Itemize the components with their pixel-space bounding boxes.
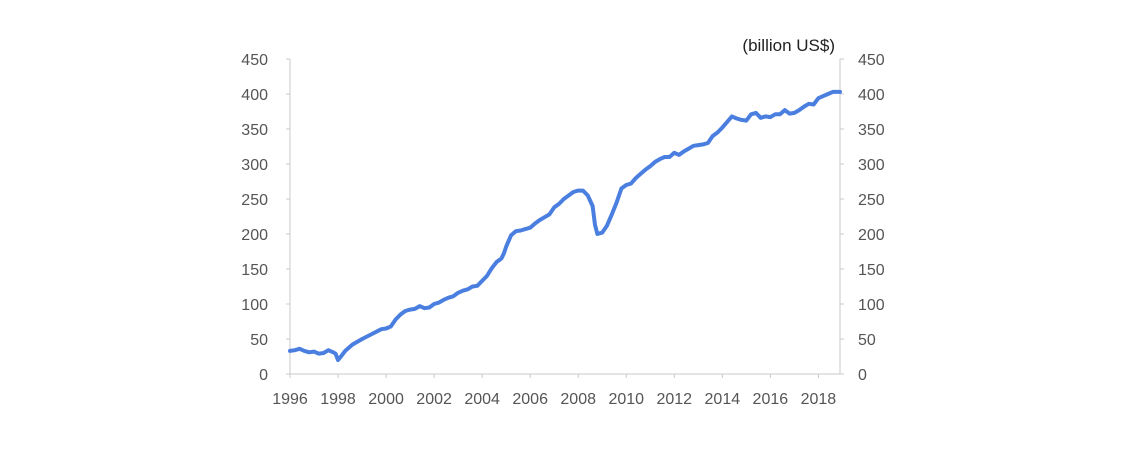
x-tick-label: 2006 (512, 391, 548, 408)
x-tick-label: 2016 (753, 391, 789, 408)
axes: 0 0 50 50 100 100 150 150 200 200 250 250 300 300 350 3… (241, 52, 885, 408)
series-line (288, 89, 842, 362)
y-tick-label-left: 150 (241, 262, 268, 279)
y-tick-label-right: 350 (858, 122, 885, 139)
y-tick-label-right: 450 (858, 52, 885, 69)
x-tick-label: 2018 (801, 391, 837, 408)
x-tick-label: 2010 (608, 391, 644, 408)
y-tick-label-left: 50 (250, 332, 268, 349)
y-tick-label-left: 400 (241, 87, 268, 104)
y-tick-label-right: 100 (858, 297, 885, 314)
series-layer (288, 89, 842, 362)
y-tick-label-right: 0 (858, 367, 867, 384)
x-tick-label: 2000 (368, 391, 404, 408)
y-tick-label-left: 450 (241, 52, 268, 69)
x-tick-label: 2002 (416, 391, 452, 408)
x-tick-label: 2008 (560, 391, 596, 408)
x-tick-label: 1996 (272, 391, 308, 408)
y-tick-label-left: 0 (259, 367, 268, 384)
y-tick-label-left: 100 (241, 297, 268, 314)
y-tick-label-right: 50 (858, 332, 876, 349)
y-tick-label-right: 200 (858, 227, 885, 244)
y-tick-label-left: 350 (241, 122, 268, 139)
x-tick-label: 1998 (320, 391, 356, 408)
y-tick-label-right: 300 (858, 157, 885, 174)
x-tick-label: 2012 (656, 391, 692, 408)
y-tick-label-right: 250 (858, 192, 885, 209)
y-tick-label-left: 300 (241, 157, 268, 174)
x-tick-label: 2004 (464, 391, 500, 408)
y-tick-label-right: 400 (858, 87, 885, 104)
y-tick-label-left: 200 (241, 227, 268, 244)
x-tick-label: 2014 (705, 391, 741, 408)
y-tick-label-left: 250 (241, 192, 268, 209)
unit-label: (billion US$) (742, 36, 835, 55)
y-tick-label-right: 150 (858, 262, 885, 279)
